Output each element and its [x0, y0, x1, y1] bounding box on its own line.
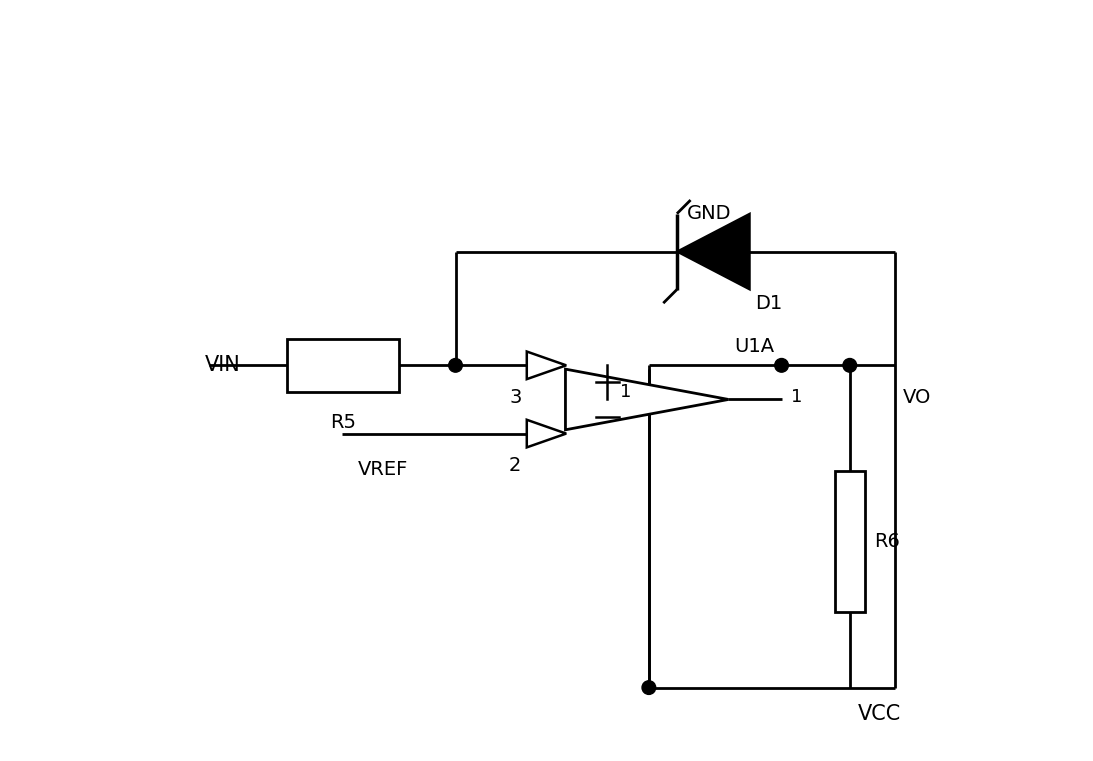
- Text: VCC: VCC: [857, 704, 901, 724]
- Text: VIN: VIN: [205, 355, 242, 375]
- Circle shape: [449, 358, 462, 372]
- Text: VO: VO: [903, 387, 931, 406]
- Text: 1: 1: [621, 383, 632, 401]
- Bar: [287, 339, 399, 392]
- Circle shape: [642, 681, 656, 694]
- Bar: [835, 472, 865, 612]
- Text: 2: 2: [509, 456, 521, 475]
- Text: U1A: U1A: [734, 337, 775, 356]
- Text: R6: R6: [874, 532, 900, 551]
- Text: 3: 3: [509, 387, 521, 406]
- Text: R5: R5: [330, 412, 356, 431]
- Circle shape: [843, 358, 857, 372]
- Polygon shape: [527, 420, 566, 447]
- Text: GND: GND: [687, 204, 732, 223]
- Circle shape: [775, 358, 788, 372]
- Polygon shape: [527, 352, 566, 379]
- Polygon shape: [565, 369, 728, 430]
- Polygon shape: [677, 214, 750, 289]
- Text: D1: D1: [755, 294, 783, 313]
- Text: 1: 1: [790, 388, 802, 406]
- Text: VREF: VREF: [359, 460, 409, 479]
